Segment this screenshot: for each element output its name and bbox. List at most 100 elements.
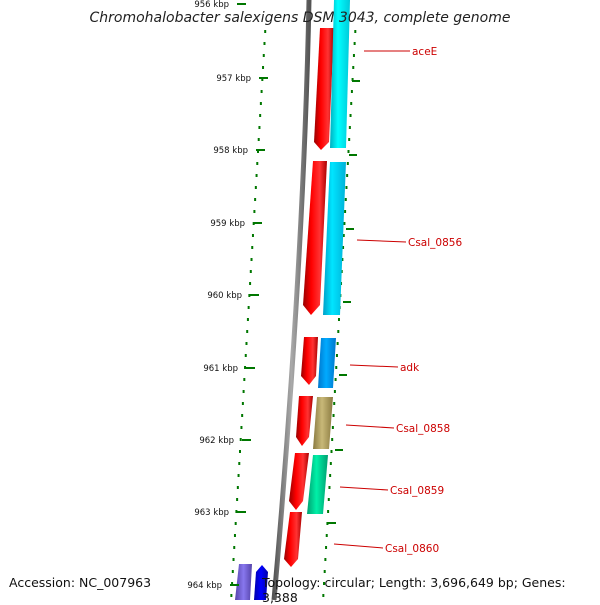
gene-label-adk[interactable]: adk: [400, 362, 420, 374]
track-dot: [249, 270, 252, 273]
major-tick: [352, 80, 360, 82]
track-dot: [328, 486, 331, 489]
track-dot: [342, 246, 345, 249]
scale-tick: [237, 3, 246, 5]
track-dot: [343, 222, 346, 225]
track-dot: [323, 582, 326, 585]
label-leader: [345, 424, 395, 429]
gene-aceE[interactable]: [330, 0, 350, 148]
gene-Csal_0858[interactable]: [313, 397, 333, 449]
track-dot: [346, 174, 349, 177]
feature-violet[interactable]: [235, 564, 252, 600]
track-dot: [233, 546, 236, 549]
track-dot: [346, 162, 349, 165]
gene-label-Csal_0859[interactable]: Csal_0859: [390, 485, 444, 497]
track-dot: [259, 102, 262, 105]
track-dot: [239, 450, 241, 453]
topology-text: Topology: circular; Length: 3,696,649 bp…: [262, 575, 566, 605]
cds-arrow[interactable]: [289, 453, 309, 510]
scale-label: 958 kbp: [213, 146, 248, 156]
track-dot: [236, 498, 239, 501]
label-leader: [356, 239, 407, 243]
track-dot: [333, 402, 336, 405]
track-dot: [247, 306, 250, 309]
track-dot: [241, 402, 244, 405]
label-leader: [333, 543, 384, 549]
track-dot: [327, 510, 330, 513]
track-dot: [242, 390, 245, 393]
track-dot: [240, 426, 243, 429]
track-dot: [334, 378, 337, 381]
cds-arrow[interactable]: [284, 512, 302, 567]
major-tick: [339, 374, 347, 376]
track-dot: [264, 30, 267, 33]
track-dot: [350, 90, 353, 93]
scale-tick: [242, 439, 251, 441]
track-dot: [231, 570, 234, 573]
track-dot: [352, 54, 355, 57]
cds-arrow[interactable]: [296, 396, 313, 446]
scale-label: 960 kbp: [207, 291, 242, 301]
track-dot: [325, 546, 328, 549]
gene-label-Csal_0860[interactable]: Csal_0860: [385, 543, 439, 555]
track-dot: [237, 474, 240, 477]
track-dot: [261, 78, 264, 81]
track-dot: [255, 174, 258, 177]
scale-label: 962 kbp: [199, 436, 234, 446]
track-dot: [329, 462, 332, 465]
gene-label-Csal_0856[interactable]: Csal_0856: [408, 237, 462, 249]
scale-label: 957 kbp: [216, 74, 251, 84]
track-dot: [329, 474, 332, 477]
gene-Csal_0859[interactable]: [307, 455, 328, 514]
scale-tick: [253, 222, 262, 224]
track-dot: [332, 414, 335, 417]
track-dot: [262, 54, 265, 57]
inner-dotted-track: [230, 30, 267, 597]
cds-arrow[interactable]: [303, 161, 327, 315]
label-leader: [339, 486, 389, 491]
track-dot: [342, 234, 345, 237]
gene-adk[interactable]: [318, 338, 336, 388]
track-dot: [341, 258, 344, 261]
scale-tick: [246, 367, 255, 369]
track-dot: [235, 510, 238, 513]
track-dot: [327, 498, 330, 501]
track-dot: [336, 342, 339, 345]
scale-tick: [259, 77, 268, 79]
track-dot: [324, 558, 327, 561]
track-dot: [322, 594, 325, 597]
scale-tick: [230, 584, 239, 586]
track-dot: [248, 294, 251, 297]
track-dot: [337, 318, 340, 321]
major-tick: [349, 154, 357, 156]
cds-arrow[interactable]: [301, 337, 318, 385]
track-dot: [326, 522, 329, 525]
track-dot: [259, 114, 262, 117]
feature-blue-arrow[interactable]: [254, 565, 268, 600]
track-dot: [244, 354, 247, 357]
major-tick: [343, 301, 351, 303]
scale-tick: [256, 149, 265, 151]
track-dot: [323, 570, 326, 573]
scale-label: 959 kbp: [210, 219, 245, 229]
track-dot: [251, 246, 254, 249]
scale-tick: [250, 294, 259, 296]
cds-arrow[interactable]: [314, 28, 334, 150]
track-dot: [335, 366, 338, 369]
track-dot: [249, 282, 252, 285]
label-leader: [349, 364, 399, 368]
track-dot: [230, 594, 233, 597]
track-dot: [344, 210, 347, 213]
track-dot: [253, 210, 256, 213]
track-dot: [246, 330, 249, 333]
track-dot: [263, 42, 266, 45]
track-dot: [347, 150, 350, 153]
scale-label: 956 kbp: [194, 0, 229, 10]
gene-Csal_0856[interactable]: [323, 162, 346, 315]
gene-label-aceE[interactable]: aceE: [412, 46, 437, 58]
track-dot: [262, 66, 265, 69]
gene-label-Csal_0858[interactable]: Csal_0858: [396, 423, 450, 435]
